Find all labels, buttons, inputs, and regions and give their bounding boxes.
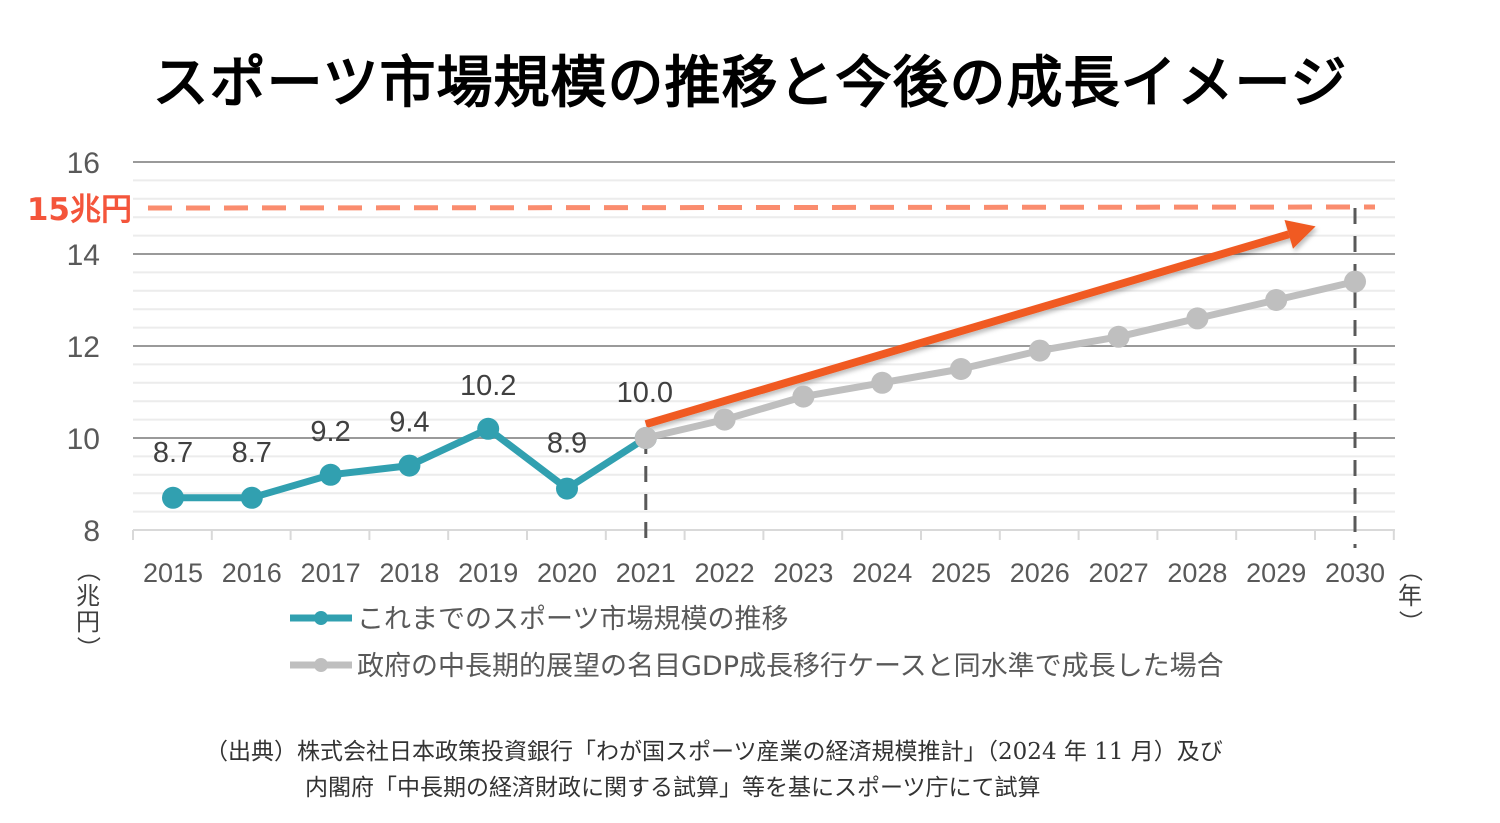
x-tick-label: 2021 xyxy=(616,558,676,588)
axis-unit-char: 円 xyxy=(76,608,100,636)
series xyxy=(162,270,1366,509)
projection-data-point xyxy=(1344,270,1366,293)
chart-title: スポーツ市場規模の推移と今後の成長イメージ xyxy=(152,51,1348,116)
axis-unit-char: ） xyxy=(1396,610,1424,634)
x-tick-label: 2026 xyxy=(1010,558,1070,588)
growth-arrow-head xyxy=(1284,219,1316,249)
projection-data-point xyxy=(792,385,815,408)
legend-swatch-marker xyxy=(314,611,328,625)
historical-data-point xyxy=(162,486,184,509)
legend: これまでのスポーツ市場規模の推移政府の中長期的展望の名目GDP成長移行ケースと同… xyxy=(290,604,1224,682)
projection-data-point xyxy=(950,358,972,380)
x-tick-label: 2027 xyxy=(1089,558,1149,588)
data-label: 8.9 xyxy=(547,428,587,460)
data-label: 9.2 xyxy=(310,416,350,448)
historical-data-point xyxy=(556,477,578,500)
axis-unit-char: 兆 xyxy=(76,582,100,610)
data-label: 10.2 xyxy=(460,370,516,402)
historical-data-point xyxy=(319,463,342,486)
projection-data-point xyxy=(1028,339,1051,362)
source-note-line-1: （出典）株式会社日本政策投資銀行「わが国スポーツ産業の経済規模推計」（2024 … xyxy=(205,739,1223,765)
historical-data-point xyxy=(398,454,421,477)
historical-data-point xyxy=(477,417,500,440)
x-tick-label: 2016 xyxy=(222,558,282,588)
x-tick-label: 2024 xyxy=(852,558,912,588)
y-axis-unit-label: （兆円） xyxy=(74,558,102,660)
axes: 8 10 12 14 16 2015 2016 2017 2018 2019 2020 2021 202… xyxy=(67,147,1424,660)
axis-unit-char: （ xyxy=(74,558,102,582)
data-label: 8.7 xyxy=(232,437,272,469)
x-tick-label: 2022 xyxy=(695,558,755,588)
projection-series-line xyxy=(645,278,1356,442)
axis-unit-char: ） xyxy=(74,636,102,660)
annotations: 15兆円 xyxy=(27,192,1376,548)
target-label: 15兆円 xyxy=(27,192,132,228)
y-tick-label: 12 xyxy=(67,331,100,364)
historical-data-point xyxy=(240,486,263,509)
target-dashed-line xyxy=(147,204,1376,211)
projection-data-point xyxy=(1107,325,1130,348)
labels: 8.7 8.7 9.2 9.4 10.2 8.9 10.0 xyxy=(153,370,673,469)
projection-data-point xyxy=(871,371,894,394)
x-tick-label: 2025 xyxy=(931,558,991,588)
y-tick-label: 14 xyxy=(67,239,100,272)
growth-arrow xyxy=(644,219,1316,429)
x-tick-label: 2018 xyxy=(379,558,439,588)
x-tick-label: 2030 xyxy=(1325,558,1385,588)
axis-unit-char: 年 xyxy=(1398,582,1422,610)
projection-data-point xyxy=(1186,307,1209,330)
grid xyxy=(133,161,1395,513)
axis-unit-char: （ xyxy=(1396,558,1424,582)
data-label: 10.0 xyxy=(617,377,673,409)
x-tick-label: 2029 xyxy=(1246,558,1306,588)
x-axis-unit-label: （年） xyxy=(1396,558,1424,634)
source-note-line-2: 内閣府「中長期の経済財政に関する試算」等を基にスポーツ庁にて試算 xyxy=(305,775,1041,801)
legend-swatch-marker xyxy=(314,658,328,672)
x-tick-label: 2019 xyxy=(458,558,518,588)
legend-label: これまでのスポーツ市場規模の推移 xyxy=(357,604,788,635)
x-tick-label: 2017 xyxy=(301,558,361,588)
data-label: 8.7 xyxy=(153,437,193,469)
x-tick-label: 2023 xyxy=(773,558,833,588)
x-tick-label: 2015 xyxy=(143,558,203,588)
projection-data-point xyxy=(713,408,736,431)
legend-label: 政府の中長期的展望の名目GDP成長移行ケースと同水準で成長した場合 xyxy=(357,651,1224,682)
projection-data-point xyxy=(1265,289,1288,311)
y-tick-label: 16 xyxy=(67,147,100,180)
y-tick-label: 10 xyxy=(67,423,100,456)
x-tick-label: 2020 xyxy=(537,558,597,588)
y-tick-label: 8 xyxy=(83,515,100,548)
x-tick-label: 2028 xyxy=(1167,558,1227,588)
growth-arrow-shaft xyxy=(644,230,1290,429)
junction-data-point xyxy=(634,427,657,449)
data-label: 9.4 xyxy=(389,407,429,439)
